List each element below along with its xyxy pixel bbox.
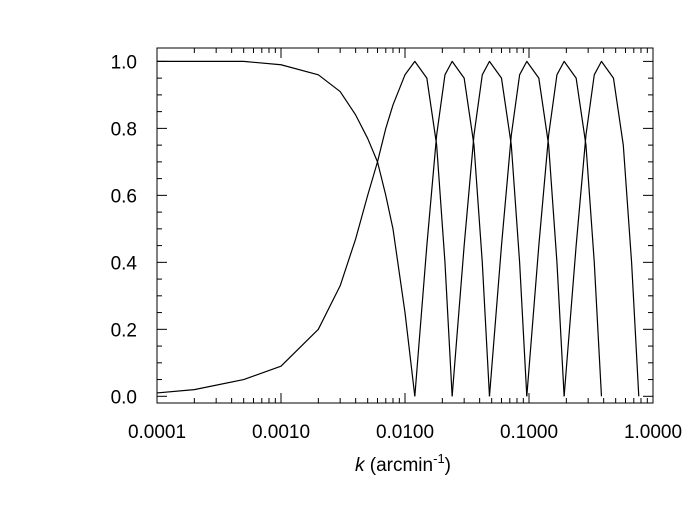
x-axis-unit: (arcmin — [364, 455, 433, 476]
series-line-7 — [563, 60, 640, 397]
plot-frame — [156, 47, 654, 404]
series-line-4 — [451, 60, 528, 397]
series-line-6 — [526, 60, 603, 397]
x-tick-label: 0.1000 — [500, 422, 558, 443]
x-axis-unit-close: ) — [445, 455, 451, 476]
series-line-1 — [157, 60, 416, 397]
y-tick-labels-group: 0.0 0.2 0.4 0.6 0.8 1.0 — [111, 52, 138, 408]
series-group — [156, 60, 640, 397]
series-line-2 — [156, 60, 453, 397]
series-line-5 — [488, 60, 565, 397]
y-tick-label: 0.0 — [111, 387, 137, 408]
x-tick-label: 0.0001 — [128, 422, 186, 443]
y-tick-label: 0.2 — [111, 320, 137, 341]
x-tick-label: 1.0000 — [624, 422, 682, 443]
y-tick-label: 0.8 — [111, 119, 137, 140]
x-tick-label: 0.0100 — [376, 422, 434, 443]
x-axis-variable: k — [355, 455, 366, 476]
x-axis-unit-exponent: -1 — [433, 451, 445, 466]
x-axis-title: k (arcmin-1) — [355, 451, 451, 476]
series-line-3 — [414, 60, 491, 397]
y-tick-label: 1.0 — [111, 52, 137, 73]
y-tick-label: 0.6 — [111, 186, 137, 207]
plot-frame-group — [156, 47, 654, 404]
axis-ticks-group — [156, 48, 654, 403]
y-tick-label: 0.4 — [111, 253, 138, 274]
x-tick-label: 0.0010 — [252, 422, 310, 443]
x-tick-labels-group: 0.0001 0.0010 0.0100 0.1000 1.0000 — [128, 422, 682, 443]
